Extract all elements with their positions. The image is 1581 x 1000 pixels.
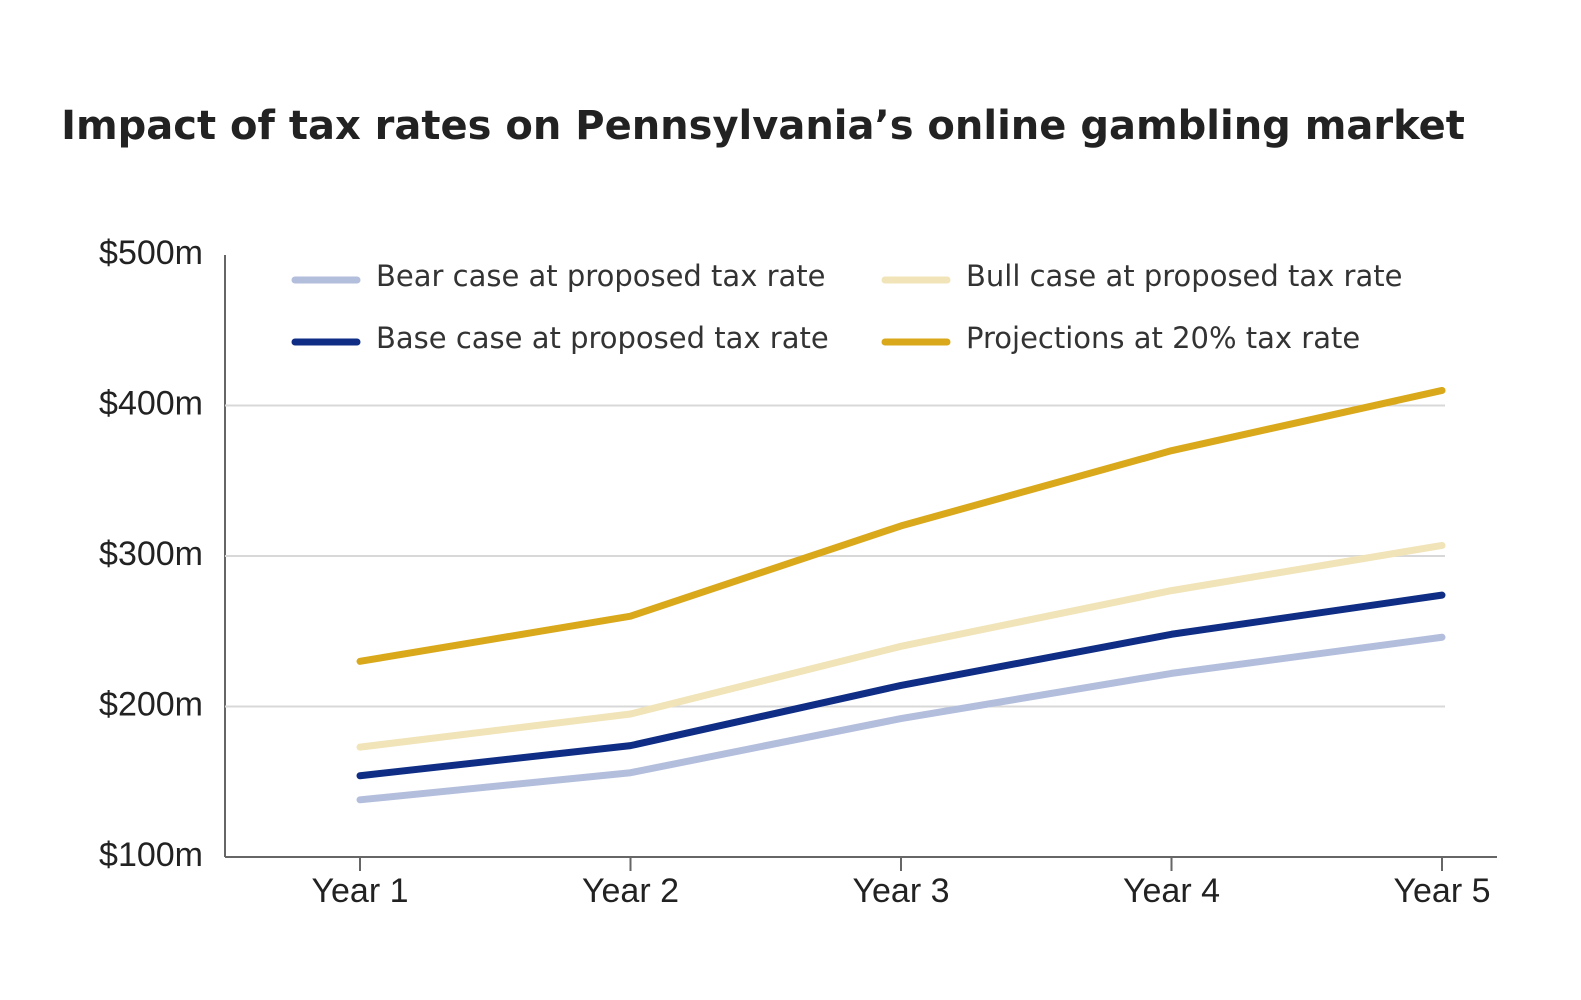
y-tick-label: $300m (99, 535, 203, 573)
y-tick-label: $500m (99, 234, 203, 272)
legend-label: Bear case at proposed tax rate (376, 259, 826, 293)
line-series (356, 591, 1446, 780)
line-series (356, 541, 1446, 751)
x-tick-label: Year 4 (1123, 872, 1220, 910)
x-tick-label: Year 1 (311, 872, 408, 910)
y-tick-label: $200m (99, 685, 203, 723)
legend-label: Base case at proposed tax rate (376, 321, 829, 355)
x-tick-label: Year 2 (582, 872, 679, 910)
legend-label: Bull case at proposed tax rate (966, 259, 1402, 293)
line-series (356, 633, 1446, 804)
chart-title: Impact of tax rates on Pennsylvania’s on… (61, 103, 1465, 149)
legend-label: Projections at 20% tax rate (966, 321, 1360, 355)
x-tick-label: Year 3 (852, 872, 949, 910)
line-series (356, 386, 1446, 665)
y-tick-label: $400m (99, 384, 203, 422)
x-tick-label: Year 5 (1393, 872, 1490, 910)
y-tick-label: $100m (99, 836, 203, 874)
